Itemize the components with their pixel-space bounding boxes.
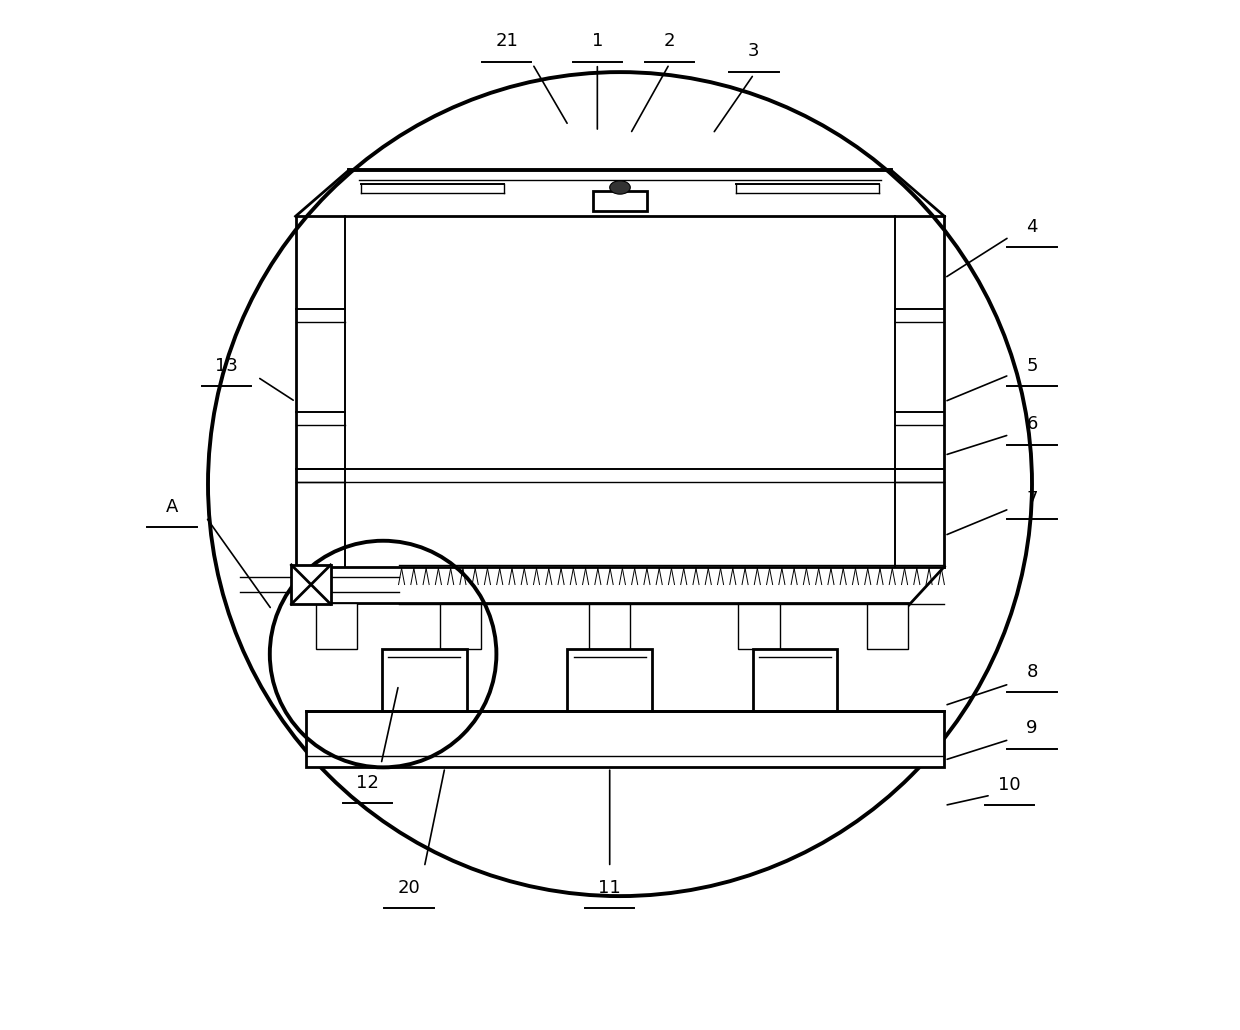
Text: 7: 7 <box>1027 489 1038 508</box>
Bar <box>440 603 481 649</box>
Bar <box>306 711 945 767</box>
Text: 8: 8 <box>1027 662 1038 681</box>
Bar <box>593 191 647 211</box>
Text: 4: 4 <box>1027 217 1038 236</box>
Text: 12: 12 <box>356 774 379 792</box>
Text: 21: 21 <box>495 32 518 50</box>
Text: 13: 13 <box>215 356 238 375</box>
Text: 2: 2 <box>663 32 676 50</box>
Bar <box>867 603 909 649</box>
Bar <box>753 649 837 711</box>
Bar <box>739 603 780 649</box>
Text: 6: 6 <box>1027 415 1038 434</box>
Bar <box>589 603 630 649</box>
Text: A: A <box>166 497 179 516</box>
Text: 9: 9 <box>1027 719 1038 737</box>
Bar <box>382 649 466 711</box>
Bar <box>291 564 331 604</box>
Bar <box>316 603 357 649</box>
Text: 10: 10 <box>998 776 1021 794</box>
Text: 5: 5 <box>1027 356 1038 375</box>
Text: 11: 11 <box>599 879 621 897</box>
Bar <box>568 649 652 711</box>
Ellipse shape <box>610 181 630 195</box>
Text: 1: 1 <box>591 32 603 50</box>
Text: 20: 20 <box>398 879 420 897</box>
Text: 3: 3 <box>748 42 760 61</box>
